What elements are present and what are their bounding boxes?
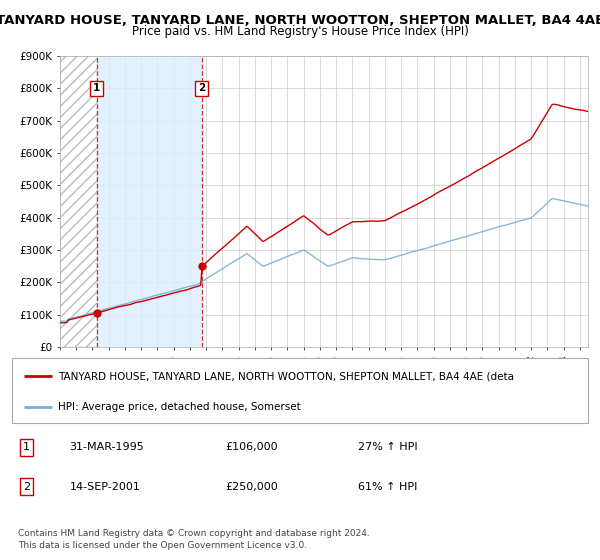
Text: 27% ↑ HPI: 27% ↑ HPI [358, 442, 417, 452]
Text: Contains HM Land Registry data © Crown copyright and database right 2024.
This d: Contains HM Land Registry data © Crown c… [18, 529, 370, 550]
Text: 1: 1 [93, 83, 100, 94]
Text: 1: 1 [23, 442, 30, 452]
Text: 14-SEP-2001: 14-SEP-2001 [70, 482, 140, 492]
Bar [60, 56, 97, 347]
Bar [97, 56, 202, 347]
Text: 2: 2 [23, 482, 30, 492]
FancyBboxPatch shape [12, 358, 588, 423]
Text: £106,000: £106,000 [225, 442, 278, 452]
Text: £250,000: £250,000 [225, 482, 278, 492]
Text: TANYARD HOUSE, TANYARD LANE, NORTH WOOTTON, SHEPTON MALLET, BA4 4AE (deta: TANYARD HOUSE, TANYARD LANE, NORTH WOOTT… [58, 371, 514, 381]
Text: TANYARD HOUSE, TANYARD LANE, NORTH WOOTTON, SHEPTON MALLET, BA4 4AE: TANYARD HOUSE, TANYARD LANE, NORTH WOOTT… [0, 14, 600, 27]
Text: 31-MAR-1995: 31-MAR-1995 [70, 442, 145, 452]
Text: 61% ↑ HPI: 61% ↑ HPI [358, 482, 417, 492]
Text: Price paid vs. HM Land Registry's House Price Index (HPI): Price paid vs. HM Land Registry's House … [131, 25, 469, 38]
Text: 2: 2 [198, 83, 205, 94]
Text: HPI: Average price, detached house, Somerset: HPI: Average price, detached house, Some… [58, 402, 301, 412]
